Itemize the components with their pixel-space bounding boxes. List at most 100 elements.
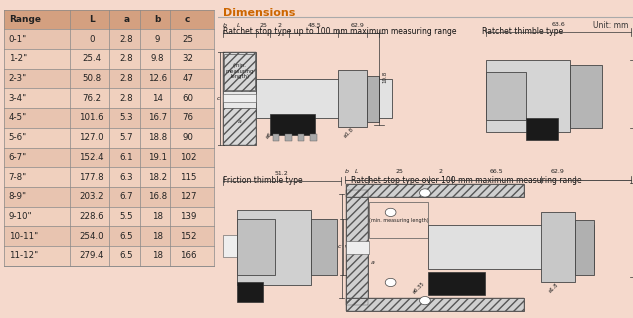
Text: b: b [154,15,160,24]
Text: 102: 102 [180,153,196,162]
Text: 6.3: 6.3 [120,173,134,182]
Bar [346,190,368,305]
Bar [346,298,523,311]
Bar [4,148,214,167]
Bar [4,187,214,207]
Bar [570,65,602,128]
Text: 32: 32 [182,54,193,63]
Text: 6.7: 6.7 [120,192,134,201]
Text: ø1.8: ø1.8 [343,126,355,138]
Text: 60: 60 [182,94,193,103]
Bar [4,108,214,128]
Text: 18: 18 [152,232,163,241]
Text: b: b [345,169,349,174]
Text: a: a [123,15,130,24]
Text: 25.4: 25.4 [82,54,101,63]
Text: L: L [354,169,358,174]
Bar [486,72,527,121]
Text: 18: 18 [152,252,163,260]
Text: 90: 90 [182,133,193,142]
Text: 10-11": 10-11" [9,232,38,241]
Text: 2.8: 2.8 [120,94,134,103]
Text: 152: 152 [180,232,196,241]
Text: 9-10": 9-10" [9,212,32,221]
Text: L: L [89,15,94,24]
Text: 10.8: 10.8 [382,71,387,83]
Circle shape [420,189,430,197]
Text: 2.8: 2.8 [120,35,134,44]
Text: 177.8: 177.8 [79,173,104,182]
Text: Dimensions: Dimensions [223,8,295,18]
Bar [4,49,214,69]
Bar [541,212,575,282]
Text: a: a [237,120,242,124]
Text: 101.6: 101.6 [79,114,104,122]
Bar [223,94,256,102]
Bar [310,134,316,141]
Text: 0-1": 0-1" [9,35,27,44]
Circle shape [385,278,396,287]
Text: 6-7": 6-7" [9,153,27,162]
Bar [346,184,523,197]
Text: 279.4: 279.4 [80,252,104,260]
Bar [223,52,256,145]
Text: Ratchet thimble type: Ratchet thimble type [482,27,563,36]
Bar [311,219,337,275]
Text: 5-6": 5-6" [9,133,27,142]
Text: 66.5: 66.5 [490,169,503,174]
Text: 25: 25 [260,23,267,28]
Circle shape [420,296,430,305]
Text: ø6.35: ø6.35 [265,125,280,140]
Bar [256,80,392,118]
Bar [237,282,263,302]
Text: Ratchet stop type over 100 mm maximum measuring range: Ratchet stop type over 100 mm maximum me… [351,176,582,185]
Text: L: L [237,23,241,28]
Bar [346,190,368,305]
Text: 6.5: 6.5 [120,252,134,260]
Bar [367,76,379,122]
Text: 228.6: 228.6 [79,212,104,221]
Text: b: b [223,23,227,28]
Text: (min.
measuring
length): (min. measuring length) [225,63,254,80]
Text: c: c [185,15,191,24]
Bar [527,118,558,140]
Text: ø6.35: ø6.35 [412,281,426,295]
Text: 76.2: 76.2 [82,94,101,103]
Text: c: c [338,244,342,249]
Bar [338,70,367,127]
Bar [223,235,237,257]
Text: 7-8": 7-8" [9,173,27,182]
Text: ø1.8: ø1.8 [548,282,560,294]
Text: 25: 25 [182,35,193,44]
Text: 63.6: 63.6 [551,22,565,27]
Text: 6.5: 6.5 [120,232,134,241]
Text: 48.5: 48.5 [307,23,321,28]
Text: 166: 166 [180,252,196,260]
Bar [346,241,369,254]
Bar [270,114,315,135]
Text: Ratchet stop type up to 100 mm maximum measuring range: Ratchet stop type up to 100 mm maximum m… [223,27,456,36]
Text: a: a [370,260,375,266]
Text: 76: 76 [182,114,193,122]
Text: 5.7: 5.7 [120,133,134,142]
Text: 18.2: 18.2 [147,173,167,182]
Bar [224,54,255,90]
Bar [237,219,275,275]
Bar [4,226,214,246]
Text: 25: 25 [395,169,403,174]
Text: 11-12": 11-12" [9,252,38,260]
Text: 62.9: 62.9 [351,23,365,28]
Bar [285,134,292,141]
Text: 5.5: 5.5 [120,212,134,221]
Text: 16.8: 16.8 [147,192,167,201]
Text: 19.1: 19.1 [147,153,166,162]
Text: 2: 2 [439,169,442,174]
Text: Unit: mm: Unit: mm [594,21,629,30]
Text: 51.2: 51.2 [275,171,289,176]
Bar [4,167,214,187]
Text: 127: 127 [180,192,196,201]
Text: 203.2: 203.2 [79,192,104,201]
Text: 6.1: 6.1 [120,153,134,162]
Bar [4,69,214,88]
Text: 16.7: 16.7 [147,114,167,122]
